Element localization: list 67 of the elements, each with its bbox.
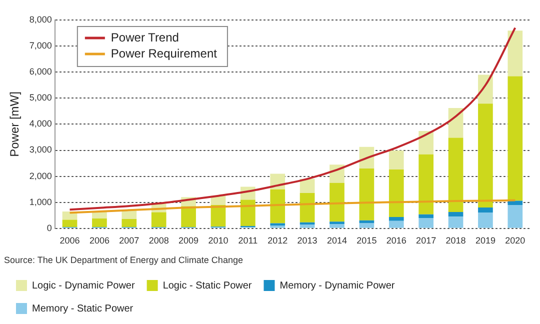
legend-label: Logic - Dynamic Power — [32, 280, 136, 292]
bar — [388, 150, 404, 170]
y-tick-label: 4,000 — [29, 118, 52, 129]
x-tick-label: 2018 — [446, 235, 466, 246]
y-axis-title: Power [mW] — [8, 92, 22, 157]
x-tick-label: 2011 — [238, 235, 258, 246]
y-tick-label: 3,000 — [29, 144, 52, 155]
legend-label: Memory - Static Power — [32, 303, 134, 314]
x-tick-label: 2007 — [119, 235, 140, 246]
y-tick-label: 7,000 — [29, 40, 52, 51]
legend-label: Memory - Dynamic Power — [280, 280, 396, 292]
bar — [330, 182, 344, 222]
bar — [508, 204, 523, 228]
x-tick-label: 2012 — [268, 235, 288, 246]
bar — [448, 212, 464, 217]
bar — [181, 206, 196, 228]
x-tick-label: 2010 — [208, 235, 228, 246]
legend-label: Power Requirement — [110, 46, 218, 60]
y-tick-label: 2,000 — [29, 170, 52, 181]
bar — [478, 212, 493, 228]
x-tick-label: 2006 — [60, 235, 80, 246]
bar — [388, 170, 404, 217]
bar — [388, 216, 404, 221]
y-tick-label: 5,000 — [29, 92, 52, 103]
bar — [359, 168, 374, 220]
bar — [478, 208, 493, 213]
y-tick-label: 8,000 — [29, 14, 52, 24]
bar — [62, 220, 78, 228]
source-note: Source: The UK Department of Energy and Climate Change — [4, 255, 243, 266]
bar — [418, 130, 434, 154]
bar — [448, 216, 464, 228]
bar — [240, 200, 256, 226]
x-tick-label: 2019 — [475, 235, 496, 246]
x-tick-label: 2020 — [505, 235, 526, 246]
y-tick-label: 6,000 — [29, 66, 52, 77]
bar — [418, 214, 434, 218]
legend-label: Logic - Static Power — [162, 280, 252, 292]
bar — [300, 178, 315, 193]
bar — [122, 219, 137, 228]
bar — [388, 220, 404, 228]
bar — [508, 76, 523, 201]
bar — [448, 138, 464, 212]
bar — [359, 223, 374, 228]
x-tick-label: 2014 — [326, 235, 348, 246]
x-tick-label: 2015 — [356, 235, 377, 246]
line-series — [68, 199, 516, 214]
x-tick-label: 2008 — [148, 235, 169, 246]
bar — [508, 30, 523, 76]
x-tick-label: 2016 — [386, 235, 406, 246]
y-tick-label: 1,000 — [29, 196, 52, 207]
bar — [418, 154, 434, 214]
x-tick-label: 2017 — [416, 235, 436, 246]
bar — [151, 212, 166, 228]
bar — [270, 189, 286, 224]
bar — [270, 223, 286, 226]
x-tick-label: 2013 — [297, 235, 318, 246]
bar — [418, 218, 434, 228]
bar — [92, 218, 107, 228]
line-series — [68, 26, 516, 211]
bar — [300, 192, 315, 222]
x-tick-label: 2006 — [89, 235, 110, 246]
bar — [330, 224, 344, 228]
y-tick-label: 0 — [46, 222, 52, 233]
bar — [478, 104, 493, 208]
legend-label: Power Trend — [110, 30, 179, 44]
x-tick-label: 2009 — [178, 235, 199, 246]
bar — [300, 224, 315, 228]
